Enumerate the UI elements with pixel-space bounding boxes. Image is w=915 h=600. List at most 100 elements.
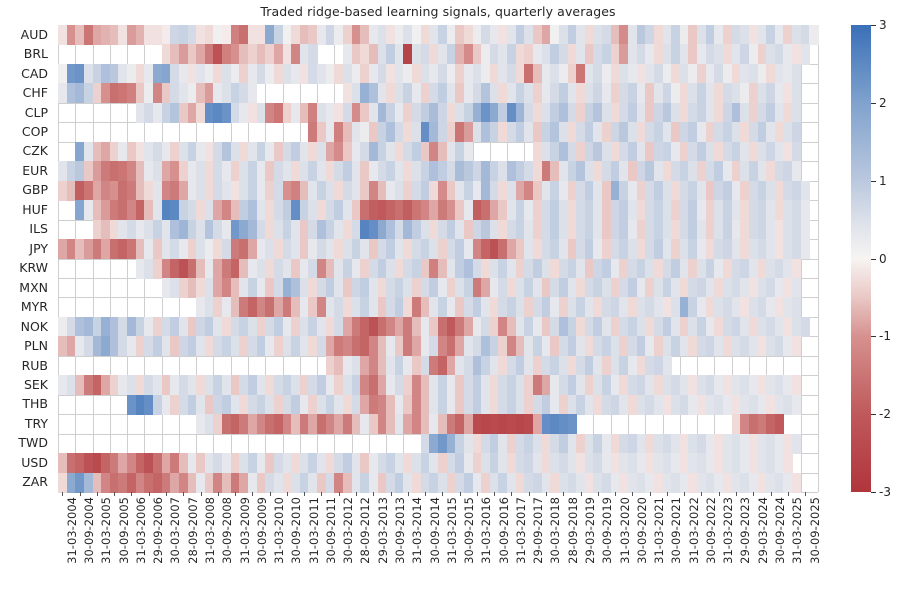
heatmap-cell (204, 83, 215, 104)
heatmap-cell (127, 472, 137, 493)
heatmap-cell (766, 44, 776, 65)
heatmap-cell (593, 394, 603, 415)
heatmap-cell (343, 355, 353, 376)
heatmap-cell (256, 375, 266, 396)
heatmap-cell (222, 180, 232, 201)
heatmap-cell (308, 219, 318, 240)
heatmap-cell (498, 297, 508, 318)
heatmap-cell (308, 63, 318, 84)
y-tick-label-try: TRY (24, 415, 48, 431)
heatmap-cell (83, 200, 94, 221)
heatmap-cell (368, 122, 379, 143)
heatmap-cell (377, 200, 387, 221)
heatmap-cell (671, 219, 681, 240)
heatmap-cell (438, 44, 448, 65)
heatmap-cell (489, 122, 500, 143)
heatmap-cell (178, 44, 189, 65)
heatmap-cell (325, 297, 335, 318)
heatmap-cell (144, 200, 154, 221)
heatmap-cell (239, 200, 249, 221)
heatmap-cell (558, 355, 569, 376)
heatmap-cell (714, 277, 724, 298)
heatmap-cell (688, 83, 698, 104)
x-tick-mark (269, 492, 271, 496)
heatmap-cell (740, 63, 750, 84)
heatmap-cell (757, 433, 767, 454)
heatmap-cell (558, 102, 569, 123)
heatmap-cell (455, 414, 465, 435)
heatmap-cell (671, 122, 681, 143)
heatmap-cell (222, 219, 232, 240)
heatmap-cell (334, 472, 344, 493)
heatmap-cell (645, 453, 655, 474)
heatmap-cell (723, 141, 733, 162)
x-tick-mark (580, 492, 582, 496)
heatmap-cell (697, 25, 707, 46)
heatmap-cell (403, 355, 413, 376)
heatmap-cell (800, 316, 810, 337)
heatmap-cell (343, 258, 353, 279)
heatmap-cell (334, 277, 344, 298)
heatmap-cell (178, 63, 189, 84)
y-tick-label-sek: SEK (23, 376, 48, 392)
heatmap-cell (723, 394, 733, 415)
heatmap-cell (515, 219, 525, 240)
heatmap-cell (196, 472, 206, 493)
heatmap-cell (748, 122, 759, 143)
heatmap-cell (619, 161, 629, 182)
heatmap-cell (481, 433, 491, 454)
heatmap-cell (317, 239, 327, 260)
heatmap-cell (748, 336, 759, 357)
heatmap-cell (653, 180, 664, 201)
heatmap-cell (783, 102, 793, 123)
heatmap-cell (489, 219, 500, 240)
heatmap-cell (178, 102, 189, 123)
heatmap-cell (265, 239, 275, 260)
heatmap-cell (144, 316, 154, 337)
heatmap-cell (489, 102, 500, 123)
heatmap-cell (783, 180, 793, 201)
y-axis: AUD BRL CAD CHF CLP COP CZK EUR GBP HUF ILS JPY KRW M… (0, 25, 53, 492)
heatmap-cell (299, 200, 310, 221)
heatmap-cell (567, 25, 577, 46)
heatmap-cell (291, 336, 301, 357)
heatmap-cell (740, 141, 750, 162)
heatmap-cell (515, 258, 525, 279)
heatmap-cell (740, 316, 750, 337)
y-tick-label-huf: HUF (22, 201, 48, 217)
heatmap-cell (524, 63, 534, 84)
heatmap-cell (360, 219, 370, 240)
heatmap-cell (723, 83, 733, 104)
heatmap-cell (731, 180, 741, 201)
heatmap-cell (662, 63, 672, 84)
heatmap-cell (472, 258, 482, 279)
heatmap-cell (489, 239, 500, 260)
heatmap-cell (567, 219, 577, 240)
heatmap-cell (265, 336, 275, 357)
heatmap-cell (697, 336, 707, 357)
x-tick-mark (787, 492, 789, 496)
heatmap-cell (239, 277, 249, 298)
heatmap-cell (757, 414, 767, 435)
heatmap-cell (351, 336, 361, 357)
heatmap-cell (558, 258, 569, 279)
x-tick-mark (442, 492, 444, 496)
heatmap-cell (351, 63, 361, 84)
heatmap-cell (636, 219, 646, 240)
heatmap-cell (127, 180, 137, 201)
heatmap-cell (412, 141, 422, 162)
x-tick-label: 31-03-2020 (617, 497, 632, 564)
heatmap-cell (394, 200, 405, 221)
heatmap-cell (748, 161, 759, 182)
heatmap-cell (636, 200, 646, 221)
heatmap-cell (273, 472, 284, 493)
heatmap-cell (524, 433, 534, 454)
heatmap-cell (610, 258, 620, 279)
heatmap-cell (308, 472, 318, 493)
heatmap-cell (135, 219, 145, 240)
heatmap-cell (377, 394, 387, 415)
y-tick-label-cad: CAD (21, 65, 48, 81)
heatmap-cell (265, 414, 275, 435)
chart-title: Traded ridge-based learning signals, qua… (260, 4, 616, 19)
heatmap-cell (628, 472, 638, 493)
